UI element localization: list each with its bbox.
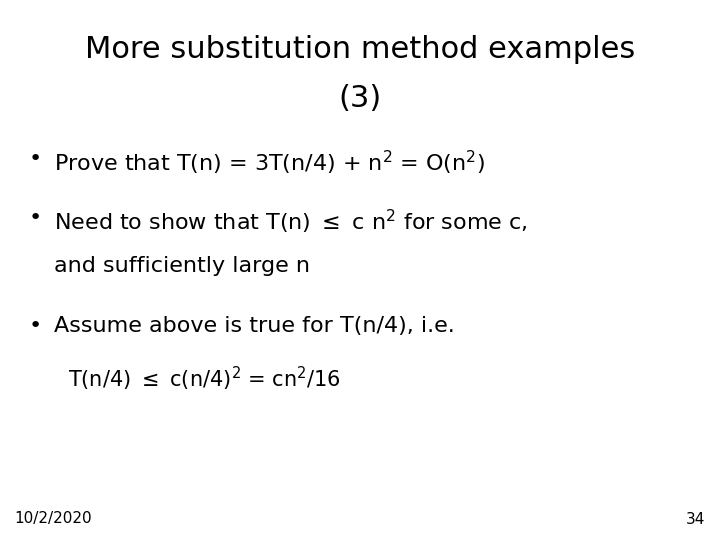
Text: Need to show that T(n) $\leq$ c n$^2$ for some c,: Need to show that T(n) $\leq$ c n$^2$ fo… (54, 208, 528, 236)
Text: T(n/4) $\leq$ c(n/4)$^2$ = cn$^2$/16: T(n/4) $\leq$ c(n/4)$^2$ = cn$^2$/16 (68, 364, 341, 393)
Text: Prove that T(n) = 3T(n/4) + n$^2$ = O(n$^2$): Prove that T(n) = 3T(n/4) + n$^2$ = O(n$… (54, 148, 485, 177)
Text: 10/2/2020: 10/2/2020 (14, 511, 92, 526)
Text: Assume above is true for T(n/4), i.e.: Assume above is true for T(n/4), i.e. (54, 316, 455, 336)
Text: •: • (29, 208, 42, 228)
Text: •: • (29, 316, 42, 336)
Text: More substitution method examples: More substitution method examples (85, 35, 635, 64)
Text: and sufficiently large n: and sufficiently large n (54, 256, 310, 276)
Text: (3): (3) (338, 84, 382, 113)
Text: 34: 34 (686, 511, 706, 526)
Text: •: • (29, 148, 42, 168)
